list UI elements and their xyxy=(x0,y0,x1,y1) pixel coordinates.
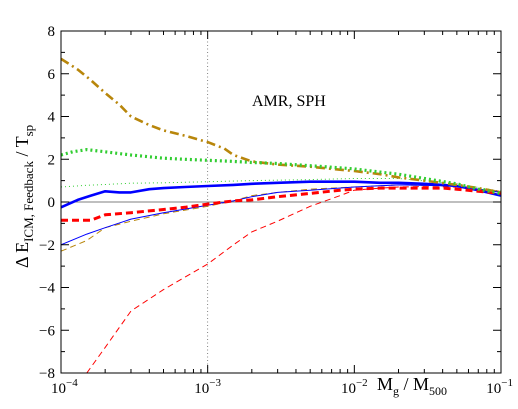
x-axis-label: Mg / M500 xyxy=(377,374,447,398)
series-line-8 xyxy=(61,148,501,195)
y-tick-label: 8 xyxy=(48,24,56,40)
y-tick-label: 0 xyxy=(48,195,56,211)
y-tick-label: 2 xyxy=(48,152,56,168)
series-line-5 xyxy=(61,180,501,209)
y-tick-label: −4 xyxy=(39,281,55,297)
y-tick-label: −6 xyxy=(39,323,55,339)
x-tick-label: 10−2 xyxy=(341,377,368,397)
y-axis-label: Δ EICM, Feedback / Tsp xyxy=(12,125,36,268)
reference-lines xyxy=(61,31,501,373)
chart-annotation: AMR, SPH xyxy=(252,93,326,110)
x-tick-label: 10−4 xyxy=(51,377,78,397)
series-line-6 xyxy=(61,186,501,222)
series-line-7 xyxy=(61,57,501,194)
series-layer xyxy=(61,57,501,373)
series-line-4 xyxy=(61,178,501,192)
y-tick-label: −2 xyxy=(39,238,55,254)
axis-ticks xyxy=(60,30,502,374)
tick-labels: −8 −6 −4 −2 0 2 4 6 8 10−4 10−3 10−2 10−1 xyxy=(39,24,513,397)
y-tick-label: 6 xyxy=(48,67,56,83)
x-tick-label: 10−1 xyxy=(486,377,513,397)
y-tick-label: −8 xyxy=(39,366,55,382)
x-tick-label: 10−3 xyxy=(194,377,221,397)
y-tick-label: 4 xyxy=(48,110,56,126)
series-line-3 xyxy=(61,184,501,246)
